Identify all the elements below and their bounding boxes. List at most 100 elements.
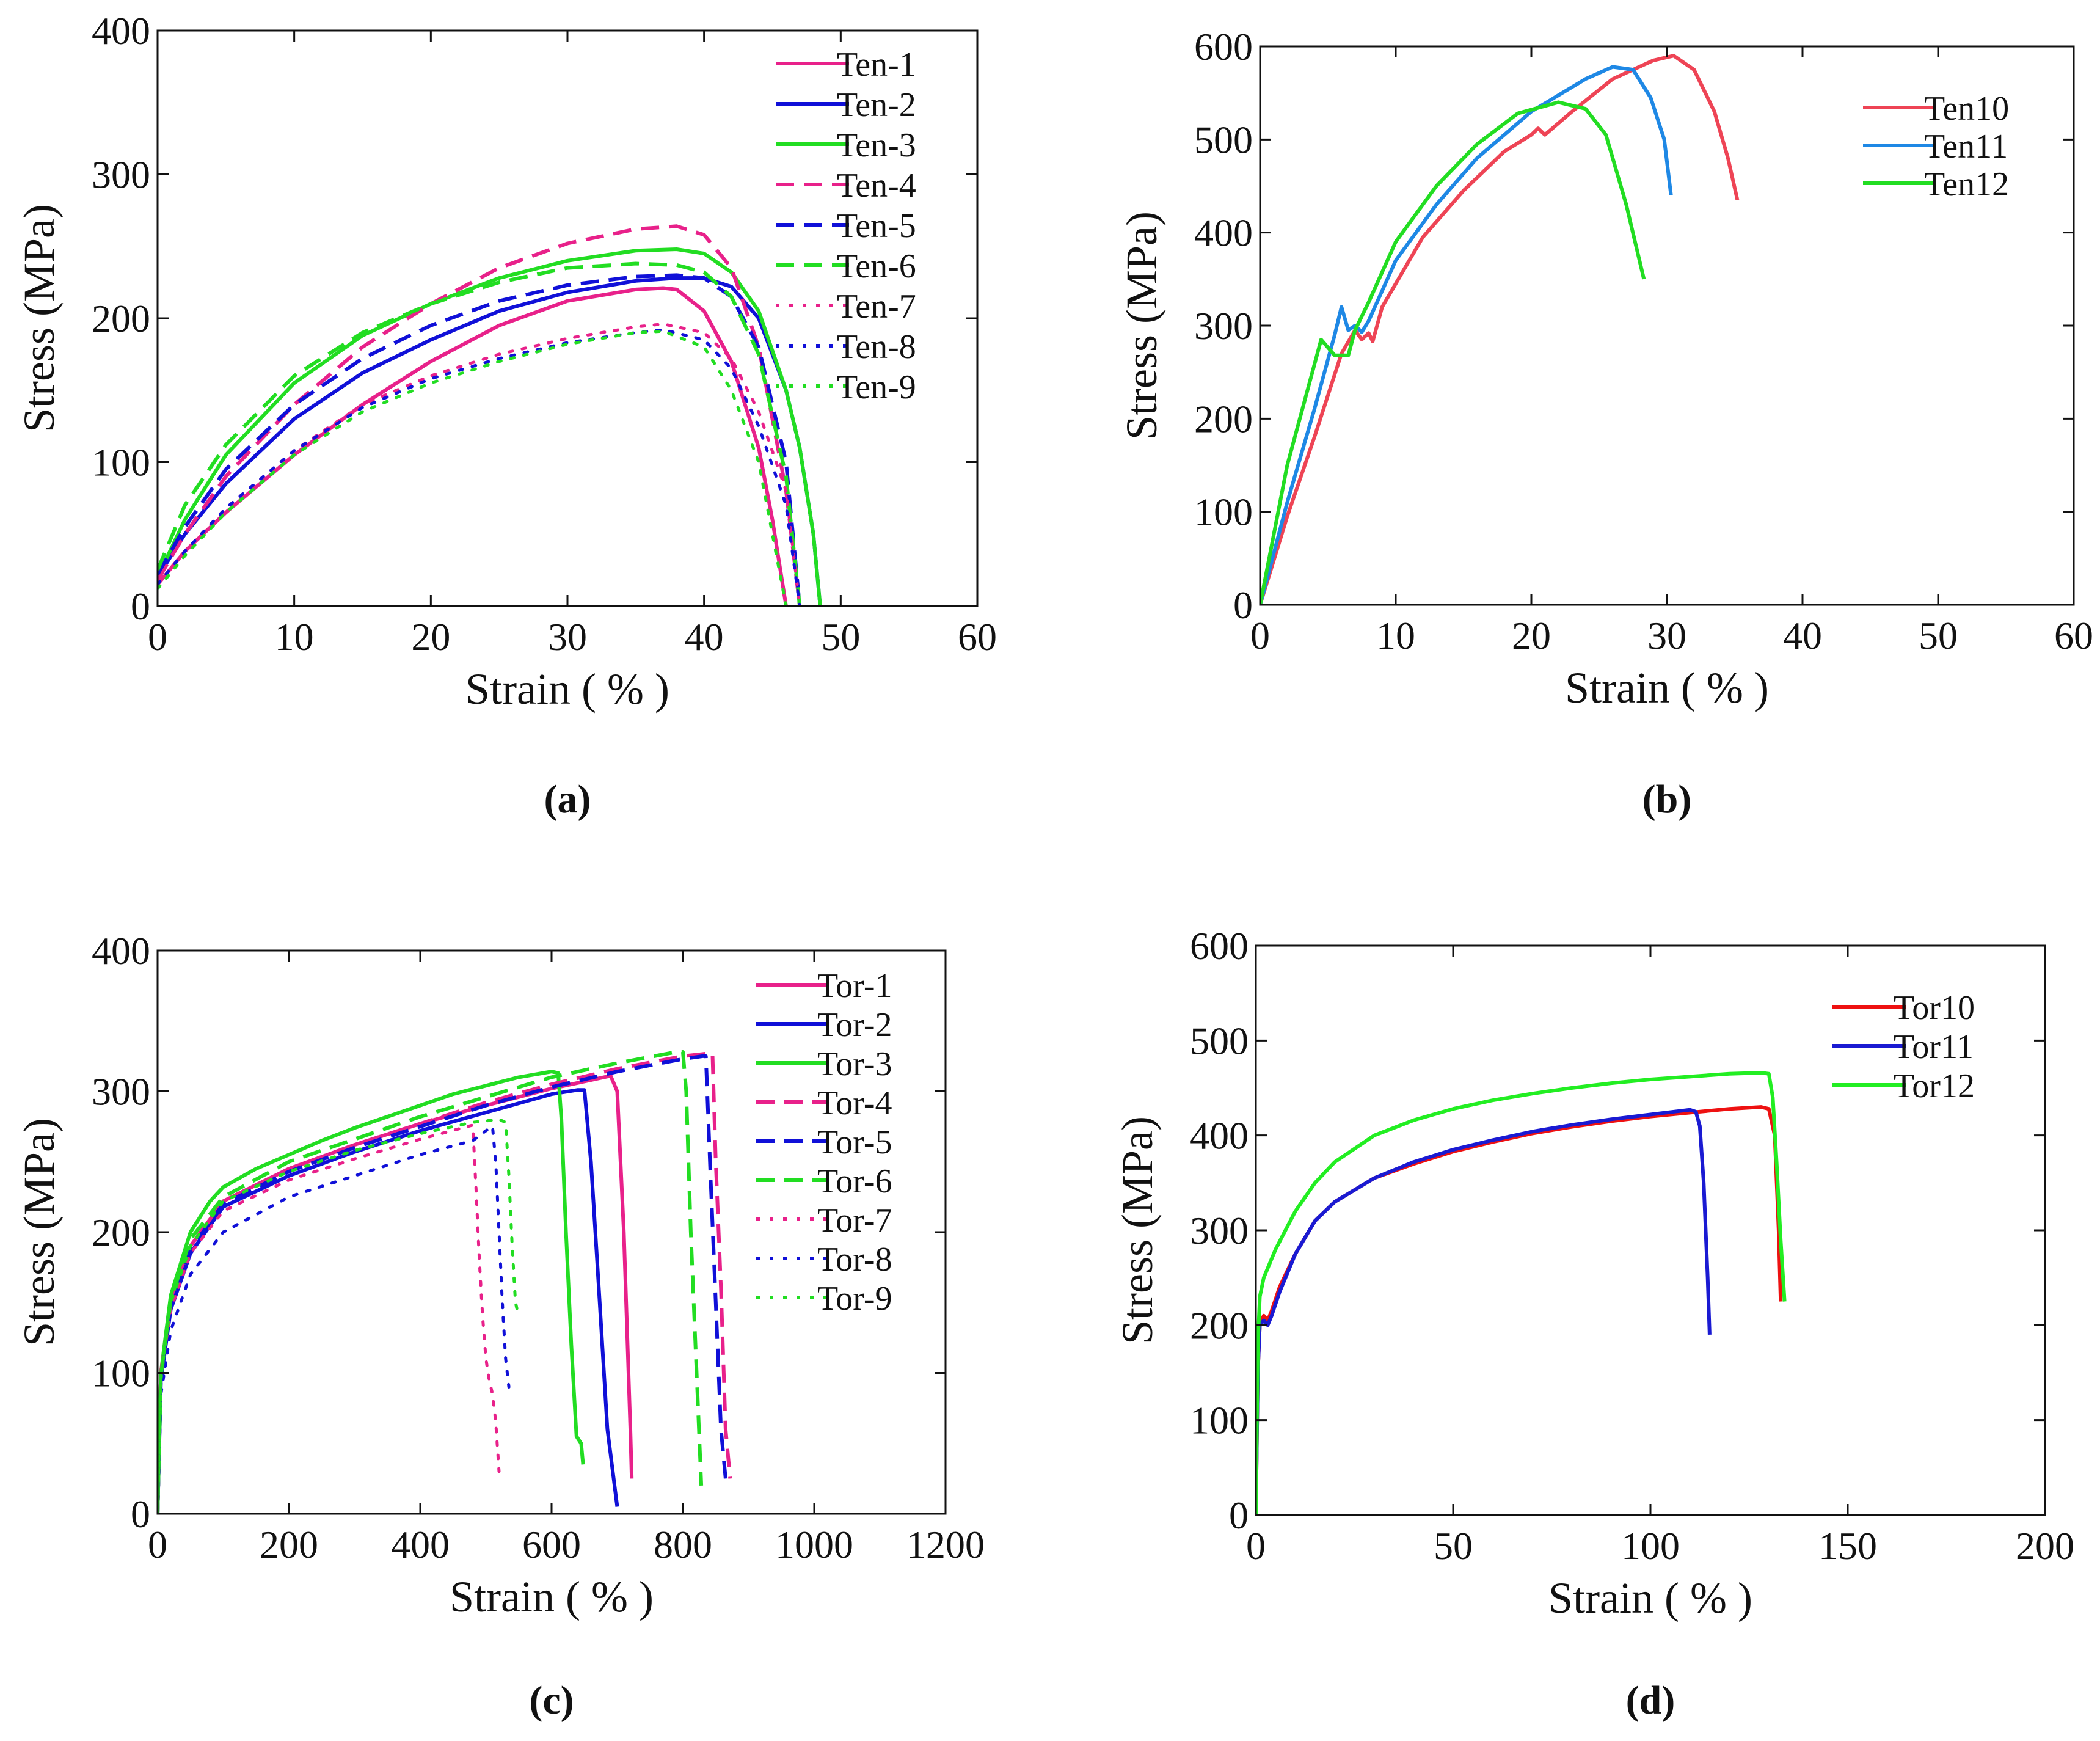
panel-c: 0 200 400 600 800 1000 12000100200300400Strain…	[15, 929, 985, 1723]
legend: Tor-1Tor-2Tor-3Tor-4Tor-5Tor-6Tor-7Tor-8…	[756, 967, 892, 1318]
legend-label: Tor-6	[817, 1162, 892, 1200]
y-tick-label: 100	[92, 1352, 150, 1395]
legend-label: Tor12	[1894, 1067, 1975, 1105]
y-tick-label: 500	[1190, 1019, 1249, 1062]
series-line-ten-5	[158, 273, 802, 606]
y-tick-label: 0	[1233, 583, 1253, 627]
y-tick-label: 100	[1194, 491, 1253, 534]
legend-label: Ten-2	[837, 86, 916, 124]
panel-a: 0 10 20 30 40 50 60 0 100 200 300 400 Strain ( % ) St…	[15, 9, 997, 822]
y-tick-label: 500	[1194, 118, 1253, 161]
series-line-ten-6	[158, 261, 802, 606]
y-tick-label: 400	[92, 929, 150, 973]
x-tick-label: 40	[685, 615, 724, 659]
x-tick-label: 1200	[906, 1523, 985, 1566]
panel-caption: (c)	[529, 1678, 574, 1723]
series-line-tor11	[1256, 1108, 1712, 1515]
x-tick-label: 0	[1250, 614, 1270, 657]
y-tick-label: 300	[1190, 1209, 1249, 1252]
y-tick-label: 300	[92, 153, 150, 197]
legend-label: Ten-3	[837, 126, 916, 164]
y-tick-label: 0	[131, 1492, 150, 1536]
legend-label: Tor-4	[817, 1084, 892, 1122]
x-tick-label: 0	[148, 615, 167, 659]
legend-label: Tor-2	[817, 1006, 892, 1044]
x-tick-label: 20	[1512, 614, 1551, 657]
y-tick-label: 0	[1229, 1494, 1249, 1537]
x-tick-label: 60	[958, 615, 997, 659]
series-line-ten-7	[158, 322, 801, 606]
legend-label: Tor-7	[817, 1202, 892, 1239]
y-tick-label: 100	[1190, 1399, 1249, 1442]
x-tick-label: 200	[260, 1523, 318, 1566]
y-tick-label: 300	[92, 1070, 150, 1114]
legend-label: Ten-6	[837, 247, 916, 285]
series-line-ten-3	[158, 247, 822, 606]
x-tick-label: 40	[1783, 614, 1822, 657]
legend-label: Ten-7	[837, 288, 916, 326]
y-tick-label: 0	[131, 585, 150, 628]
series-line-tor-8	[158, 1125, 511, 1514]
y-tick-label: 600	[1194, 25, 1253, 68]
series-line-tor-7	[158, 1123, 501, 1514]
y-tick-label: 600	[1190, 924, 1249, 968]
y-tick-label: 400	[1190, 1114, 1249, 1158]
series-line-tor-2	[158, 1088, 619, 1514]
x-tick-label: 200	[2016, 1524, 2074, 1568]
panel-caption: (d)	[1626, 1678, 1675, 1723]
series-line-ten10	[1260, 54, 1740, 605]
legend-label: Ten-1	[837, 46, 916, 84]
series-line-tor12	[1256, 1071, 1787, 1515]
legend-label: Ten-8	[837, 328, 916, 366]
y-tick-label: 200	[92, 297, 150, 340]
series-line-tor-3	[158, 1070, 585, 1514]
x-axis-label: Strain ( % )	[1565, 663, 1769, 712]
legend-label: Ten11	[1924, 128, 2008, 166]
x-tick-label: 20	[411, 615, 450, 659]
x-tick-label: 50	[1434, 1524, 1473, 1568]
series-line-ten-9	[158, 329, 788, 606]
y-tick-label: 100	[92, 441, 150, 484]
series-line-ten-8	[158, 328, 801, 606]
panel-d: 0 50 100 150 200 0 100 200 300 400 500 600 Strain ( …	[1113, 924, 2074, 1723]
x-tick-label: 600	[522, 1523, 581, 1566]
y-tick-label: 400	[92, 9, 150, 53]
x-axis-label: Strain ( % )	[450, 1572, 654, 1621]
panel-caption: (b)	[1642, 777, 1692, 822]
series-line-tor-9	[158, 1118, 520, 1514]
legend-label: Ten-4	[837, 167, 916, 205]
y-tick-label: 300	[1194, 304, 1253, 348]
x-tick-label: 10	[275, 615, 314, 659]
legend-label: Tor10	[1894, 989, 1975, 1027]
y-axis-label: Stress (MPa)	[1113, 1116, 1162, 1345]
legend-label: Ten-9	[837, 368, 916, 406]
legend-label: Tor-1	[817, 967, 892, 1005]
x-tick-label: 800	[654, 1523, 712, 1566]
y-axis-label: Stress (MPa)	[15, 204, 64, 433]
y-tick-label: 200	[1194, 397, 1253, 440]
x-tick-label: 50	[821, 615, 860, 659]
legend-label: Ten-5	[837, 207, 916, 245]
y-tick-label: 400	[1194, 211, 1253, 255]
legend-label: Tor-9	[817, 1280, 892, 1318]
x-axis-label: Strain ( % )	[1548, 1574, 1752, 1622]
y-axis-label: Stress (MPa)	[1117, 211, 1166, 440]
legend: Ten-1Ten-2Ten-3Ten-4Ten-5Ten-6Ten-7Ten-8…	[776, 46, 916, 406]
x-tick-label: 1000	[775, 1523, 853, 1566]
legend-label: Ten10	[1924, 90, 2009, 128]
x-tick-label: 50	[1919, 614, 1958, 657]
x-tick-label: 100	[1621, 1524, 1680, 1568]
y-axis-label: Stress (MPa)	[15, 1118, 64, 1346]
series-line-tor-6	[158, 1050, 704, 1514]
legend-label: Tor-3	[817, 1045, 892, 1083]
legend-label: Ten12	[1924, 166, 2009, 203]
y-tick-label: 200	[1190, 1304, 1249, 1347]
x-tick-label: 150	[1818, 1524, 1877, 1568]
x-tick-label: 30	[1647, 614, 1686, 657]
x-tick-label: 60	[2054, 614, 2093, 657]
series-line-ten11	[1260, 65, 1673, 605]
